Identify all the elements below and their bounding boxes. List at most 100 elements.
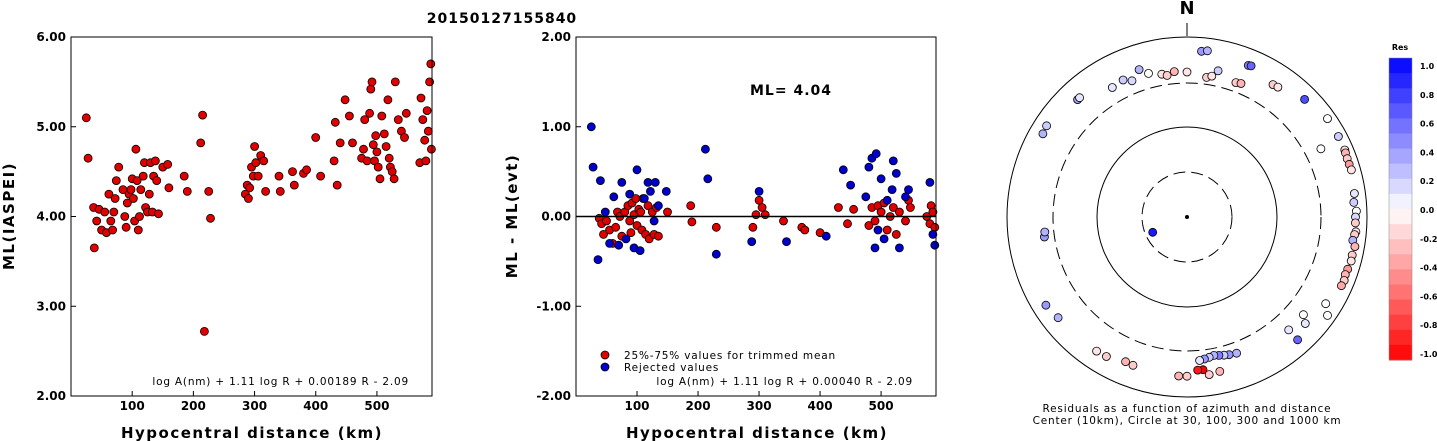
- data-point: [760, 210, 770, 220]
- station-residual: [1162, 71, 1172, 80]
- data-point: [782, 237, 791, 247]
- colorbar-tick-label: -1.0: [1420, 350, 1437, 359]
- data-point: [646, 186, 655, 196]
- data-point: [661, 186, 671, 196]
- data-point: [605, 238, 614, 248]
- polar-points: [1038, 46, 1361, 381]
- data-point: [316, 171, 326, 181]
- data-point: [106, 216, 116, 226]
- data-point: [423, 126, 433, 136]
- x-tick-label: 200: [181, 399, 206, 413]
- colorbar-tick-label: 0.4: [1420, 148, 1435, 157]
- station-residual: [1246, 61, 1256, 71]
- station-residual: [1351, 218, 1360, 228]
- data-point: [701, 144, 710, 154]
- station-residual: [1053, 313, 1063, 323]
- y-tick-label: 1.00: [541, 120, 571, 134]
- data-point: [747, 237, 757, 247]
- data-point: [198, 110, 208, 120]
- data-point: [245, 183, 255, 193]
- data-point: [135, 212, 144, 221]
- data-point: [925, 177, 935, 187]
- y-tick-label: 0.00: [541, 210, 571, 224]
- data-point: [864, 162, 874, 172]
- colorbar-block: [1389, 314, 1412, 331]
- colorbar-block: [1389, 224, 1412, 240]
- data-point: [81, 113, 91, 123]
- data-point: [335, 138, 345, 148]
- data-point: [873, 225, 883, 235]
- x-tick-label: 300: [747, 399, 772, 413]
- data-point: [888, 203, 898, 212]
- x-tick-label: 100: [624, 399, 649, 413]
- colorbar-block: [1389, 118, 1412, 134]
- data-point: [348, 138, 357, 148]
- data-point: [104, 189, 114, 199]
- data-point: [621, 234, 631, 244]
- data-point: [609, 192, 619, 202]
- data-point: [882, 195, 892, 205]
- data-point: [887, 185, 897, 195]
- panel1-xlabel: Hypocentral distance (km): [121, 424, 383, 441]
- x-tick-label: 400: [303, 399, 328, 413]
- data-point: [259, 156, 269, 166]
- data-point: [375, 174, 385, 184]
- data-point: [870, 216, 880, 226]
- y-tick-label: 6.00: [36, 30, 66, 44]
- station-residual: [1323, 310, 1332, 320]
- data-point: [593, 255, 603, 265]
- colorbar-block: [1389, 163, 1412, 180]
- panel-residual-vs-distance: 100 200 300 400 500 -2.00 -1.00 0.00 1.00 2.00 ML…: [503, 30, 940, 441]
- station-residual: [1300, 319, 1310, 328]
- data-point: [131, 144, 141, 154]
- data-point: [274, 171, 284, 181]
- data-point: [663, 207, 672, 217]
- station-residual: [1102, 352, 1111, 361]
- data-point: [373, 162, 383, 172]
- data-point: [311, 133, 321, 142]
- data-point: [100, 207, 110, 217]
- data-point: [846, 180, 855, 190]
- data-point: [154, 209, 163, 219]
- y-tick-label: 2.00: [36, 389, 66, 403]
- data-point: [120, 212, 130, 221]
- data-point: [128, 194, 138, 203]
- station-residual: [1042, 121, 1051, 131]
- data-point: [206, 213, 215, 223]
- colorbar-block: [1389, 269, 1412, 285]
- station-residual: [1193, 365, 1203, 375]
- colorbar-block: [1389, 178, 1412, 195]
- data-point: [182, 186, 192, 196]
- colorbar-title: Res: [1392, 43, 1409, 52]
- data-point: [332, 180, 342, 190]
- panel2-ticks: 100 200 300 400 500 -2.00 -1.00 0.00 1.00 2.00: [536, 30, 893, 413]
- data-point: [928, 229, 938, 239]
- data-point: [111, 176, 121, 186]
- data-point: [421, 156, 431, 166]
- data-point: [864, 221, 874, 230]
- data-point: [138, 171, 148, 181]
- station-residual: [1075, 93, 1084, 103]
- colorbar-tick-label: -0.6: [1420, 292, 1437, 301]
- data-point: [711, 249, 721, 259]
- data-point: [136, 185, 146, 195]
- panel2-ylabel: ML - ML(evt): [503, 154, 521, 278]
- legend-marker-rejected: [600, 362, 610, 372]
- colorbar-tick-label: -0.4: [1420, 264, 1437, 273]
- figure-title: 20150127155840: [427, 11, 577, 27]
- data-point: [400, 133, 409, 142]
- data-point: [891, 229, 901, 239]
- ring-30km: [1141, 171, 1233, 263]
- panel1-points: [81, 59, 436, 336]
- colorbar-block: [1389, 254, 1412, 270]
- data-point: [114, 162, 124, 172]
- panel1-ticks: 100 200 300 400 500 2.00 3.00 4.00 5.00 6.00: [36, 30, 389, 413]
- data-point: [754, 195, 764, 205]
- colorbar-block: [1389, 209, 1412, 225]
- data-point: [340, 95, 350, 105]
- y-tick-label: 2.00: [541, 30, 571, 44]
- data-point: [888, 156, 898, 166]
- station-residual: [1316, 144, 1326, 154]
- data-point: [686, 201, 696, 211]
- x-tick-label: 500: [364, 399, 389, 413]
